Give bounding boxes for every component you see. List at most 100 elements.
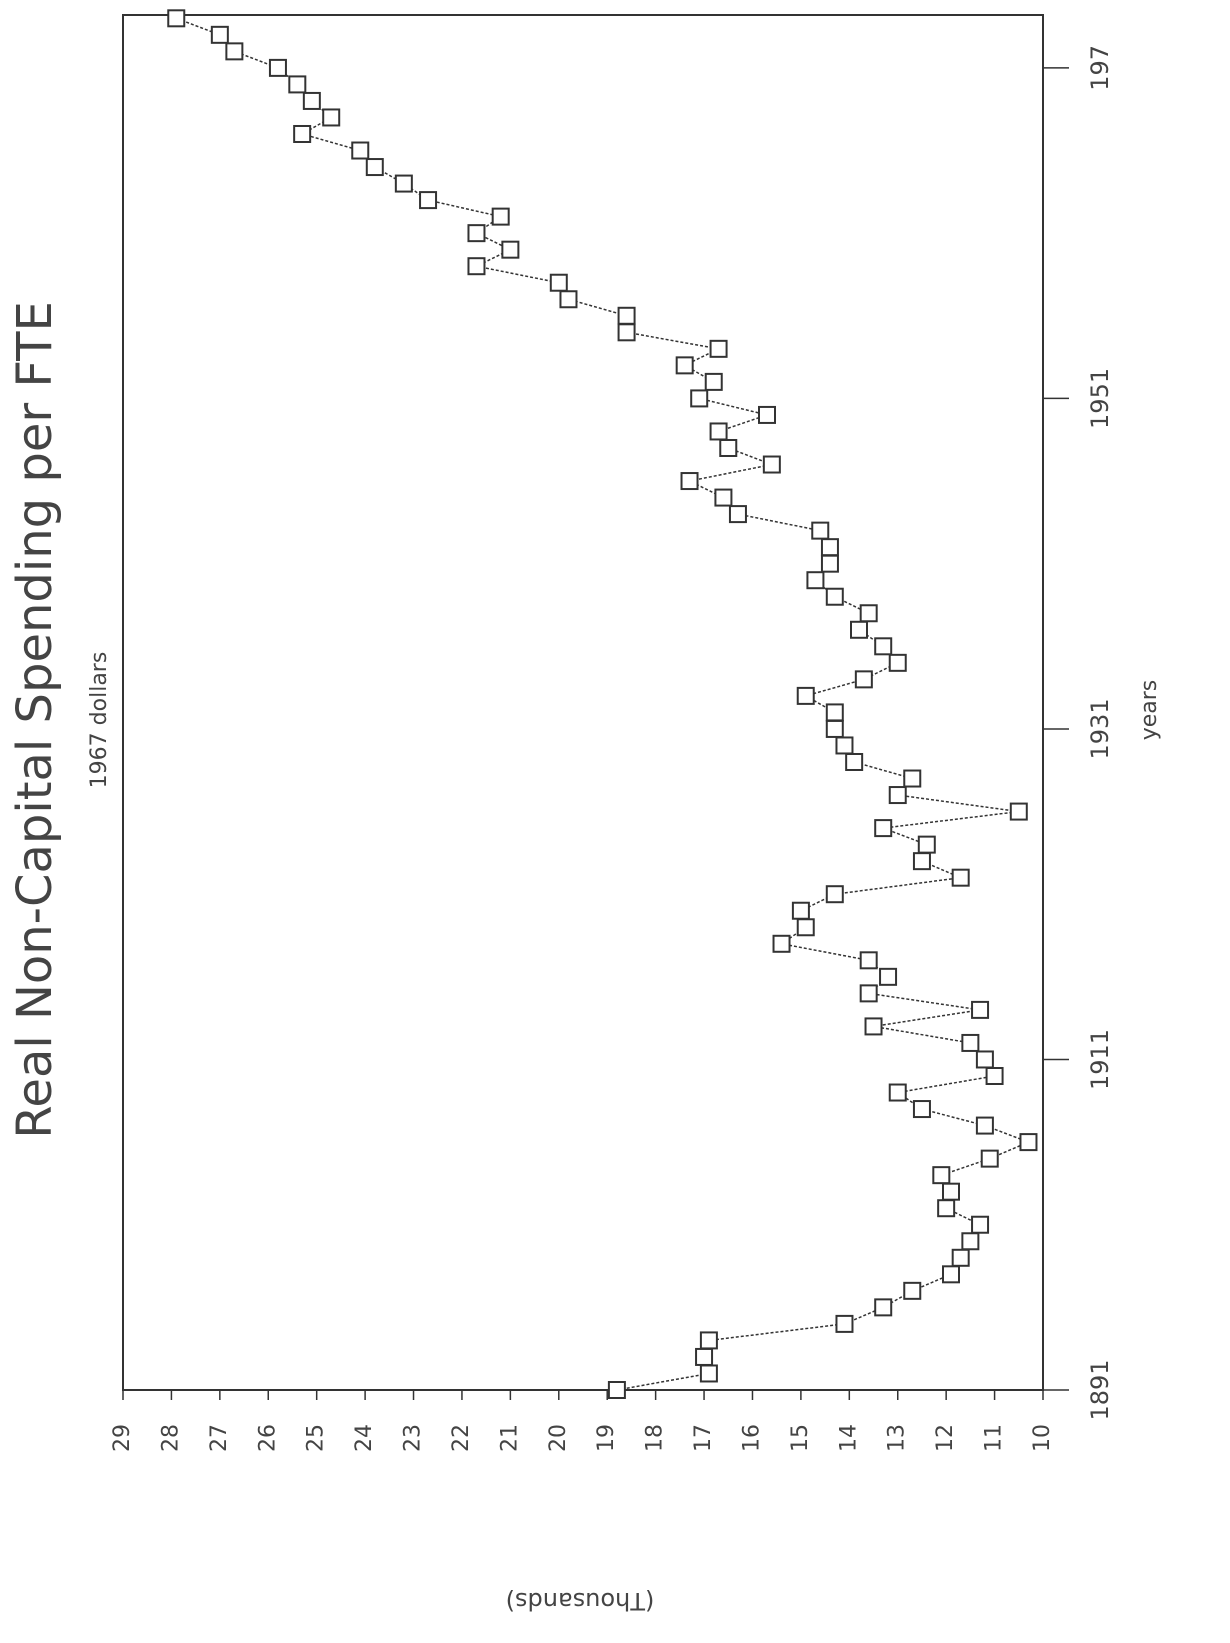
y-tick-label: 23 <box>401 1424 426 1452</box>
data-line <box>175 17 1031 1391</box>
data-point <box>820 538 839 557</box>
y-tick-label: 18 <box>643 1424 668 1452</box>
data-point <box>617 323 636 342</box>
plot-frame <box>122 14 1044 1391</box>
data-point <box>971 1215 990 1234</box>
y-tick-label: 29 <box>110 1424 135 1452</box>
data-point <box>942 1265 960 1284</box>
data-point <box>699 1331 718 1350</box>
data-point <box>1009 802 1028 821</box>
y-axis-title: (Thousands) <box>506 1587 655 1615</box>
data-point <box>985 1066 1004 1085</box>
data-point <box>888 786 907 805</box>
data-point <box>835 1314 854 1333</box>
data-point <box>903 769 922 788</box>
data-point <box>951 1248 970 1267</box>
x-axis-title: years <box>1137 680 1162 741</box>
data-point <box>917 835 936 854</box>
data-point <box>491 207 510 226</box>
data-point <box>971 1000 990 1019</box>
data-point <box>859 951 878 970</box>
data-point <box>501 240 520 259</box>
y-tick-label: 22 <box>449 1424 474 1452</box>
y-tick-label: 28 <box>158 1424 183 1452</box>
y-tick-label: 19 <box>594 1424 619 1452</box>
data-point <box>903 1281 922 1300</box>
data-point <box>850 620 868 639</box>
chart-title: Real Non-Capital Spending per FTE <box>7 301 63 1139</box>
data-point <box>559 290 578 309</box>
data-point <box>791 901 810 920</box>
data-point <box>874 819 893 838</box>
y-tick-label: 12 <box>933 1424 958 1452</box>
data-point <box>888 1083 907 1102</box>
data-point <box>1019 1133 1038 1152</box>
x-tick-label: 1951 <box>1086 368 1114 429</box>
data-point <box>167 9 186 28</box>
x-tick-label: 1891 <box>1086 1359 1114 1420</box>
data-point <box>680 472 699 491</box>
y-tick-label: 17 <box>691 1424 716 1452</box>
data-point <box>796 686 815 705</box>
data-point <box>351 141 370 160</box>
data-point <box>961 1232 980 1251</box>
data-point <box>864 1017 883 1036</box>
y-tick-label: 20 <box>546 1424 571 1452</box>
data-point <box>859 604 878 623</box>
data-point <box>549 273 568 292</box>
x-tick-label: 1931 <box>1086 698 1114 759</box>
data-point <box>912 1100 931 1119</box>
data-point <box>690 389 709 408</box>
chart-subtitle: 1967 dollars <box>87 652 112 789</box>
data-point <box>874 637 893 656</box>
data-point <box>835 736 854 755</box>
data-point <box>937 1199 956 1218</box>
data-point <box>820 554 839 573</box>
data-point <box>322 108 341 127</box>
data-point <box>859 984 878 1003</box>
data-point <box>811 521 830 540</box>
data-point <box>912 852 931 871</box>
data-point <box>419 191 438 210</box>
data-point <box>825 587 844 606</box>
data-point <box>617 306 636 325</box>
data-point <box>293 124 312 143</box>
data-point <box>874 1298 893 1317</box>
data-point <box>806 571 825 590</box>
data-point <box>942 1182 960 1201</box>
data-point <box>762 455 781 474</box>
data-point <box>699 1364 718 1383</box>
y-tick-label: 13 <box>885 1424 910 1452</box>
data-point <box>714 488 733 507</box>
y-tick-label: 10 <box>1030 1424 1055 1452</box>
data-point <box>709 422 728 441</box>
x-tick-label: 1911 <box>1086 1029 1114 1090</box>
data-point <box>302 91 321 110</box>
y-tick-label: 27 <box>207 1424 232 1452</box>
data-point <box>210 25 229 44</box>
data-point <box>695 1347 714 1366</box>
data-point <box>704 372 723 391</box>
y-tick-label: 15 <box>788 1424 813 1452</box>
y-tick-label: 16 <box>739 1424 764 1452</box>
data-point <box>796 918 815 937</box>
y-tick-label: 21 <box>497 1424 522 1452</box>
data-point <box>607 1381 626 1399</box>
data-point <box>288 75 307 94</box>
data-point <box>365 158 384 177</box>
y-tick-label: 11 <box>982 1424 1007 1452</box>
y-tick-label: 24 <box>352 1424 377 1452</box>
data-point <box>268 58 287 77</box>
data-point <box>825 719 844 738</box>
data-point <box>845 752 864 771</box>
y-tick-label: 25 <box>304 1424 329 1452</box>
data-point <box>758 405 776 424</box>
data-point <box>394 174 413 193</box>
data-point <box>719 438 738 457</box>
data-point <box>975 1116 994 1135</box>
data-point <box>961 1033 980 1052</box>
data-point <box>825 703 844 722</box>
data-point <box>675 356 694 375</box>
data-point <box>467 224 486 243</box>
data-point <box>467 257 486 276</box>
